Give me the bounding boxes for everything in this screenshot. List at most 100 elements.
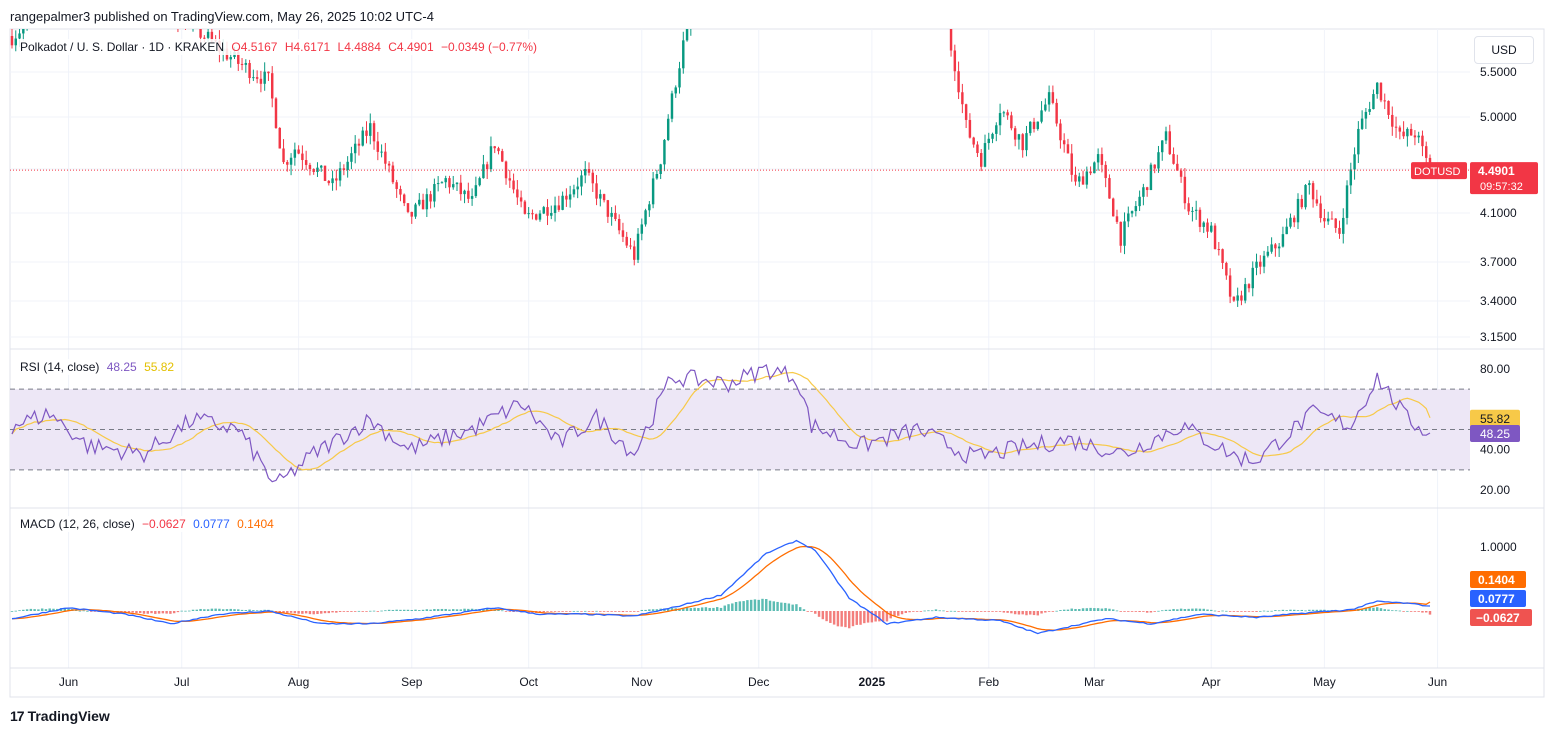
macd-histogram-bar	[203, 609, 206, 611]
macd-histogram-bar	[82, 610, 85, 612]
macd-histogram-bar	[1078, 609, 1081, 611]
candle	[534, 214, 538, 220]
macd-histogram-bar	[565, 611, 568, 612]
price-tick-label: 3.4000	[1480, 294, 1517, 308]
candle	[259, 78, 263, 84]
macd-histogram-bar	[169, 611, 172, 614]
candle	[1375, 82, 1379, 95]
macd-histogram-bar	[259, 610, 263, 611]
macd-histogram-bar	[810, 611, 813, 612]
macd-histogram-bar	[139, 611, 142, 614]
macd-histogram-bar	[923, 610, 926, 612]
macd-histogram-bar	[10, 611, 14, 612]
candle	[1228, 275, 1232, 297]
candle	[501, 151, 504, 162]
macd-histogram-bar	[425, 609, 429, 611]
macd-histogram-bar	[542, 611, 545, 613]
macd-histogram-bar	[1179, 608, 1183, 611]
candle	[448, 178, 451, 188]
tradingview-logo-icon: 17	[10, 708, 25, 724]
macd-histogram-bar	[987, 611, 990, 612]
macd-histogram-bar	[1413, 611, 1417, 612]
macd-histogram-bar	[757, 599, 760, 611]
candle	[391, 165, 395, 183]
macd-histogram-bar	[33, 609, 36, 611]
candle	[663, 139, 666, 165]
macd-histogram-bar	[1198, 608, 1202, 611]
candle	[972, 137, 975, 145]
macd-tick-label: 1.0000	[1480, 540, 1517, 554]
macd-histogram-bar	[1259, 610, 1262, 612]
candle	[1123, 221, 1126, 246]
macd-histogram-bar	[1240, 611, 1243, 612]
candle	[255, 77, 259, 79]
macd-signal-tag	[1470, 571, 1526, 588]
symbol-label[interactable]: Polkadot / U. S. Dollar · 1D · KRAKEN	[20, 40, 225, 54]
macd-histogram-bar	[953, 610, 957, 612]
time-tick-label: Aug	[288, 675, 309, 689]
candle	[1006, 112, 1009, 116]
candle	[1032, 121, 1036, 129]
candle	[1213, 225, 1217, 250]
macd-histogram-bar	[995, 611, 998, 612]
macd-histogram-bar	[1081, 608, 1085, 611]
candle	[1089, 171, 1092, 174]
candle	[1070, 153, 1073, 175]
candle	[384, 151, 387, 164]
last-price-tag	[1470, 162, 1538, 195]
candle	[353, 143, 357, 154]
rsi-ma-tag	[1470, 409, 1520, 427]
macd-histogram-bar	[1010, 611, 1013, 614]
candle	[595, 183, 598, 199]
macd-histogram-bar	[459, 609, 463, 611]
macd-histogram-bar	[123, 611, 127, 613]
candle	[1251, 267, 1254, 289]
candle	[1308, 183, 1311, 186]
candle	[1266, 251, 1270, 256]
candle	[1259, 261, 1262, 267]
macd-histogram-bar	[825, 611, 828, 622]
close-value: C4.4901	[388, 40, 434, 54]
candle	[1210, 225, 1213, 232]
macd-histogram-bar	[327, 611, 331, 614]
candle	[1202, 222, 1205, 227]
rsi-name[interactable]: RSI (14, close)	[20, 360, 100, 374]
macd-histogram-bar	[746, 600, 749, 611]
macd-histogram-bar	[1375, 607, 1379, 611]
macd-histogram-bar	[1409, 611, 1413, 612]
macd-histogram-bar	[836, 611, 840, 627]
macd-histogram-bar	[410, 609, 413, 611]
footer-brand[interactable]: 17 TradingView	[10, 708, 110, 724]
macd-histogram-bar	[301, 611, 304, 614]
currency-button[interactable]: USD	[1474, 36, 1534, 64]
macd-histogram-bar	[323, 611, 327, 614]
macd-histogram-bar	[335, 611, 338, 613]
candle	[402, 194, 406, 204]
candle	[987, 138, 990, 144]
macd-histogram-bar	[289, 611, 293, 613]
candle	[64, 0, 66, 5]
macd-histogram-bar	[817, 611, 821, 617]
candle	[1364, 111, 1368, 119]
macd-histogram-bar	[316, 611, 319, 615]
candle	[1383, 100, 1386, 102]
macd-histogram-bar	[806, 611, 809, 612]
macd-histogram-bar	[516, 611, 519, 612]
macd-histogram-bar	[218, 608, 221, 611]
macd-histogram-bar	[1308, 609, 1311, 611]
macd-histogram-bar	[504, 611, 508, 612]
macd-histogram-bar	[640, 609, 644, 611]
candle	[527, 213, 530, 215]
macd-histogram-bar	[983, 611, 987, 612]
macd-histogram-bar	[685, 607, 689, 611]
candle	[625, 236, 628, 246]
rsi-line	[11, 363, 1431, 483]
candle	[1119, 221, 1122, 246]
candle	[421, 199, 425, 210]
rsi-tick-label: 20.00	[1480, 483, 1510, 497]
macd-histogram-bar	[1149, 611, 1153, 613]
macd-histogram-bar	[1100, 608, 1104, 611]
macd-name[interactable]: MACD (12, 26, close)	[20, 517, 135, 531]
macd-histogram-bar	[727, 604, 730, 611]
macd-histogram-bar	[154, 611, 157, 614]
